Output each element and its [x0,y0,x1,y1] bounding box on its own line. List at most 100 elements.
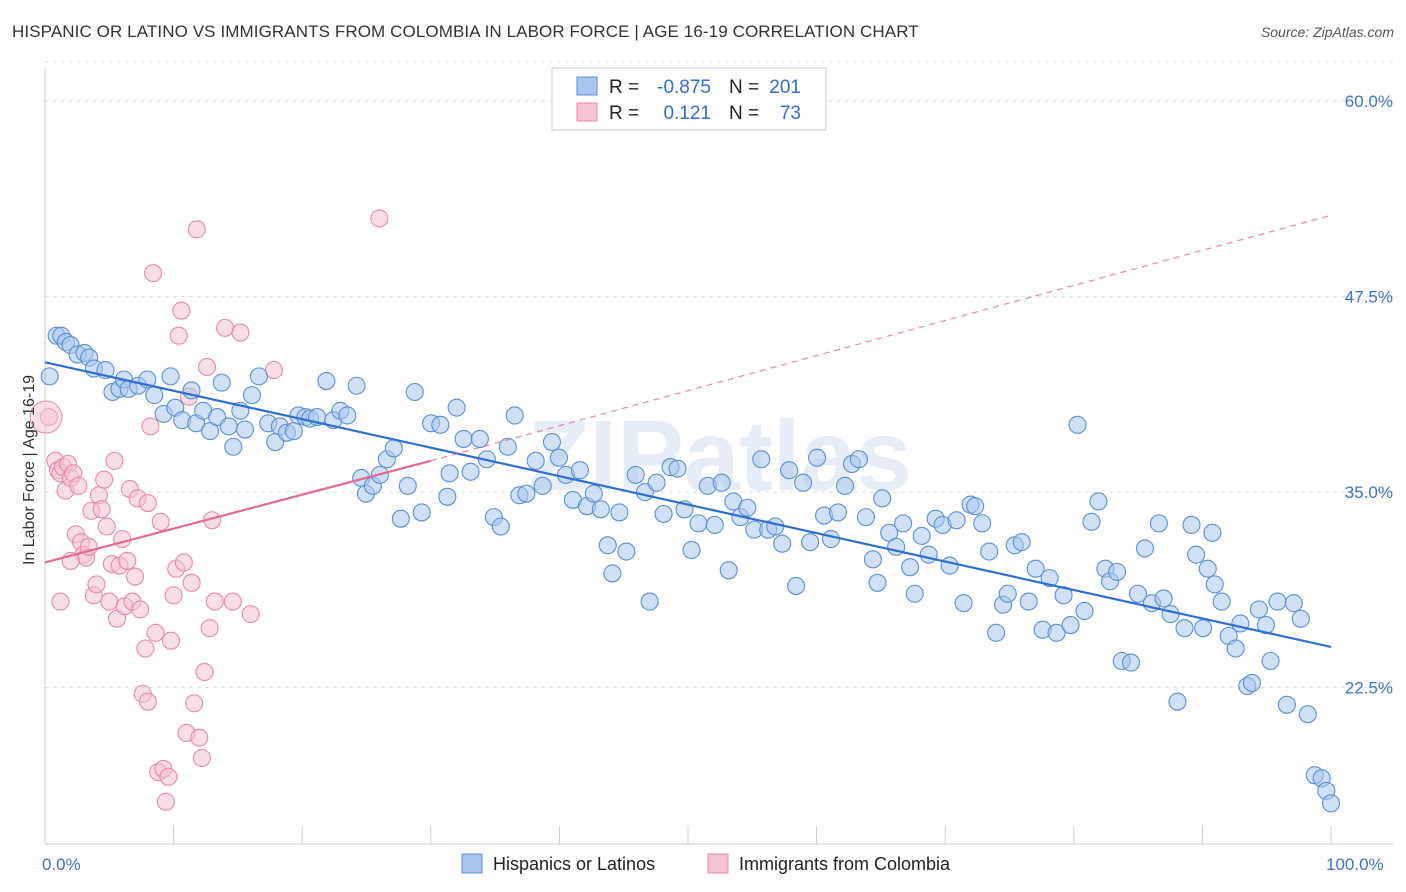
hispanic-point-118 [849,450,868,469]
legend-n-value-1: 201 [769,77,801,98]
hispanic-point-110 [794,473,813,492]
hispanic-point-148 [1047,623,1066,642]
colombia-point-67 [241,605,260,624]
y-tick-label-3: 60.0% [1345,92,1393,111]
y-tick-label-1: 35.0% [1345,483,1393,502]
hispanic-point-83 [603,564,622,583]
hispanic-point-163 [1149,514,1168,533]
hispanic-point-108 [780,461,799,480]
hispanic-point-16 [145,386,164,405]
hispanic-point-168 [1182,515,1201,534]
hispanic-point-85 [617,542,636,561]
hispanic-point-153 [1082,512,1101,531]
hispanic-point-26 [212,373,231,392]
y-axis-title: In Labor Force | Age 16-19 [21,375,38,565]
hispanic-point-107 [773,534,792,553]
hispanic-point-32 [249,367,268,386]
trend-line-colombia-extrapolated [430,214,1332,462]
hispanic-point-176 [1231,614,1250,633]
hispanic-point-182 [1268,592,1287,611]
y-tick-label-2: 47.5% [1345,288,1393,307]
colombia-point-29 [118,551,137,570]
hispanic-point-80 [584,484,603,503]
hispanic-point-56 [412,503,431,522]
hispanic-point-172 [1205,575,1224,594]
hispanic-point-104 [752,450,771,469]
colombia-point-36 [136,639,155,658]
hispanic-point-134 [954,594,973,613]
colombia-point-21 [97,517,116,536]
hispanic-point-186 [1298,705,1317,724]
hispanic-point-169 [1187,545,1206,564]
hispanic-point-151 [1068,415,1087,434]
colombia-point-56 [187,220,206,239]
hispanic-point-133 [947,511,966,530]
hispanic-point-42 [317,372,336,391]
hispanic-point-119 [856,508,875,527]
hispanic-point-52 [384,439,403,458]
hispanic-point-112 [808,448,827,467]
trend-lines [44,214,1332,649]
hispanic-point-114 [821,529,841,549]
hispanic-point-150 [1061,615,1080,635]
hispanic-point-92 [668,459,687,478]
hispanic-point-165 [1161,605,1180,624]
hispanic-point-183 [1277,695,1296,714]
colombia-point-38 [141,417,160,436]
hispanic-point-54 [398,476,417,495]
legend-n-value-2: 73 [780,103,801,124]
colombia-point-72 [138,493,157,513]
hispanic-point-145 [1026,559,1045,578]
legend-swatch-pink [576,102,598,122]
legend-r-label-1: R = [609,77,639,98]
series-legend: Hispanics or Latinos Immigrants from Col… [461,853,951,874]
colombia-point-27 [113,529,132,549]
colombia-point-60 [197,357,217,377]
hispanic-point-121 [868,573,887,592]
colombia-point-57 [190,728,209,747]
colombia-point-10 [69,476,88,495]
hispanic-point-55 [405,382,424,402]
x-tick-label-min: 0.0% [42,855,81,874]
hispanic-point-94 [682,540,701,560]
axes [44,68,1393,845]
hispanic-point-99 [719,561,738,580]
bottom-legend-swatch-pink [707,853,729,874]
hispanic-point-144 [1019,592,1038,611]
colombia-point-66 [231,323,250,342]
hispanic-point-137 [973,514,992,533]
hispanic-point-181 [1261,651,1280,671]
hispanic-point-78 [570,461,589,480]
colombia-point-64 [215,318,235,337]
hispanic-point-111 [801,533,820,552]
hispanic-point-115 [828,503,848,522]
hispanic-point-97 [705,515,724,534]
hispanic-point-67 [491,517,510,536]
hispanic-point-27 [219,417,238,436]
colombia-point-46 [161,631,181,650]
hispanic-point-109 [787,576,806,595]
hispanic-point-62 [454,429,473,448]
hispanic-point-175 [1226,639,1245,658]
colombia-point-19 [92,500,111,519]
hispanic-point-126 [901,558,920,577]
hispanic-point-58 [431,415,450,434]
colombia-large-point [29,400,63,434]
hispanic-point-63 [461,462,480,481]
hispanic-point-147 [1040,569,1059,588]
hispanic-point-143 [1012,533,1031,552]
colombia-point-24 [105,451,124,470]
x-tick-labels: 0.0% 100.0% [42,855,1384,874]
hispanic-point-59 [438,487,457,506]
hispanic-point-86 [626,465,645,484]
colombia-point-59 [195,662,214,682]
colombia-point-34 [131,600,150,619]
hispanic-point-129 [919,545,938,564]
hispanic-point-167 [1175,619,1194,638]
hispanic-point-45 [338,406,357,425]
hispanic-point-122 [873,489,892,508]
trend-line-hispanic [44,361,1332,649]
colombia-point-39 [143,264,163,283]
hispanic-point-81 [591,500,610,519]
hispanic-point-84 [610,503,629,522]
